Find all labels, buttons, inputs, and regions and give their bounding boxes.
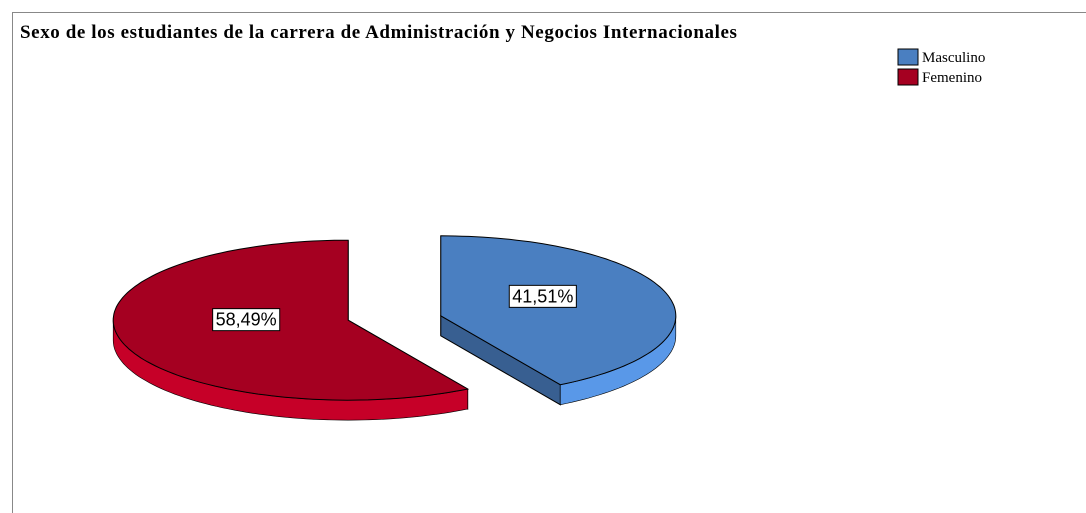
data-label-box bbox=[212, 308, 281, 332]
data-label: 41,51% bbox=[512, 286, 573, 306]
pie-tops bbox=[112, 235, 677, 401]
legend-label: Femenino bbox=[922, 70, 982, 86]
data-label: 58,49% bbox=[216, 310, 277, 330]
pie-labels: 41,51% 58,49% bbox=[212, 284, 577, 332]
legend-swatch bbox=[897, 68, 919, 86]
legend-swatch bbox=[897, 48, 919, 66]
legend-label: Masculino bbox=[922, 50, 985, 66]
chart-title: Sexo de los estudiantes de la carrera de… bbox=[20, 22, 738, 43]
slice bbox=[440, 235, 677, 386]
slice bbox=[112, 239, 470, 401]
data-label-box bbox=[508, 284, 577, 308]
